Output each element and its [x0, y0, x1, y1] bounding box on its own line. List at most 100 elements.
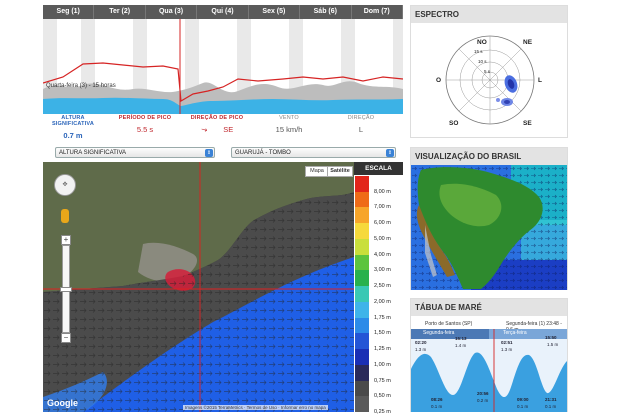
color-scale: ESCALA 8,00 m 7,00 m 6,00 m 5,00 m 4,00 m 3,0…: [354, 162, 403, 415]
scale-label: 1,25 m: [374, 346, 391, 353]
brazil-wave-map[interactable]: [411, 165, 567, 290]
scale-swatch: [355, 223, 369, 240]
scale-label: 6,00 m: [374, 220, 391, 227]
scale-label: 4,00 m: [374, 251, 391, 258]
tide-high-height: 1.3 m: [415, 347, 427, 352]
tide-high-time: 15:50: [545, 335, 557, 340]
metric-label: VENTO: [279, 115, 299, 121]
forecast-chart[interactable]: [43, 19, 403, 114]
map-type-satellite-button[interactable]: Satélite: [327, 166, 353, 177]
tide-low-height: 0.1 m: [545, 404, 557, 409]
scale-swatch: [355, 191, 369, 208]
scale-swatch: [355, 176, 369, 193]
dir-label-so: SO: [449, 120, 458, 127]
direction-arrow-icon: ↘: [198, 124, 209, 135]
street-view-pegman-icon[interactable]: [61, 209, 69, 223]
day-tab[interactable]: Ter (2): [94, 5, 146, 19]
day-tab[interactable]: Sáb (6): [300, 5, 352, 19]
tide-place: Porto de Santos (SP): [425, 321, 473, 327]
metric-value: L: [358, 125, 364, 134]
variable-select-value: ALTURA SIGNIFICATIVA: [59, 150, 127, 156]
scale-swatch: [355, 364, 369, 382]
map-canvas[interactable]: [43, 162, 354, 412]
map-type-map-button[interactable]: Mapa: [305, 166, 329, 177]
dir-label-o: O: [436, 77, 441, 84]
day-tab[interactable]: Dom (7): [352, 5, 403, 19]
day-tab[interactable]: Seg (1): [43, 5, 95, 19]
scale-label: 8,00 m: [374, 188, 391, 195]
pan-arrows-icon: ✥: [62, 182, 68, 188]
scale-swatch: [355, 270, 369, 287]
metric-wind-direction: DIREÇÃO L: [331, 115, 391, 134]
scale-swatch: [355, 238, 369, 256]
scale-label: 0,50 m: [374, 393, 391, 400]
zoom-in-button[interactable]: +: [61, 235, 71, 245]
day-tab[interactable]: Qui (4): [197, 5, 249, 19]
tide-low-height: 0.1 m: [517, 404, 529, 409]
metric-value: 15 km/h: [275, 125, 303, 134]
day-bar: Seg (1) Ter (2) Qua (3) Qui (4) Sex (5) …: [43, 5, 403, 19]
pan-control[interactable]: ✥: [54, 174, 76, 196]
location-select[interactable]: GUARUJÁ - TOMBO ⇕: [231, 147, 396, 158]
scale-swatch: [355, 301, 369, 319]
dir-label-no: NO: [477, 39, 487, 46]
scale-label: 1,75 m: [374, 314, 391, 321]
metric-label: ALTURA SIGNIFICATIVA: [51, 115, 95, 127]
tide-curve: [411, 352, 567, 412]
ring-label: 10 s: [478, 59, 487, 64]
tide-high-time: 15:13: [455, 336, 467, 341]
map-attribution[interactable]: Imagens ©2015 TerraMetrics · Termos de U…: [183, 405, 328, 410]
day-tab[interactable]: Sex (5): [249, 5, 301, 19]
day-tab[interactable]: Qua (3): [146, 5, 198, 19]
location-select-value: GUARUJÁ - TOMBO: [235, 150, 291, 156]
metric-label: DIREÇÃO DE PICO: [190, 115, 244, 121]
scale-label: 7,00 m: [374, 204, 391, 211]
scale-swatch: [355, 380, 369, 397]
tide-chart: [411, 329, 567, 412]
scale-swatch: [355, 317, 369, 334]
dir-label-l: L: [538, 77, 542, 84]
scale-swatch: [355, 254, 369, 271]
forecast-metrics: ALTURA SIGNIFICATIVA 0.7 m PERÍODO DE PI…: [43, 115, 403, 140]
variable-select[interactable]: ALTURA SIGNIFICATIVA ⇕: [55, 147, 215, 158]
tide-day-tab[interactable]: Segunda-feira: [423, 330, 455, 336]
tide-day-tab[interactable]: Terça-feira: [503, 330, 527, 336]
tide-low-time: 21:31: [545, 397, 557, 402]
ring-label: 15 s: [474, 49, 483, 54]
scale-label: 1,50 m: [374, 330, 391, 337]
hover-time-label: Quarta-feira (3) - 15 horas: [46, 83, 116, 89]
land-area: [43, 162, 354, 292]
scale-swatch: [355, 349, 369, 366]
tide-high-height: 1.3 m: [501, 347, 513, 352]
map[interactable]: Mapa Satélite ✥ + − Google Imagens ©2015…: [43, 162, 354, 412]
wave-height-area: [43, 97, 403, 114]
scale-title: ESCALA: [354, 162, 403, 175]
tide-table-panel: TÁBUA DE MARÉ Porto de Santos (SP) Segun…: [410, 298, 568, 412]
spectrum-title: ESPECTRO: [411, 6, 567, 23]
zoom-slider-thumb[interactable]: [60, 287, 72, 292]
tide-high-time: 02:51: [501, 340, 513, 345]
tide-high-height: 1.4 m: [455, 343, 467, 348]
scale-label: 2,00 m: [374, 298, 391, 305]
zoom-out-button[interactable]: −: [61, 333, 71, 343]
wave-direction-arrows: [43, 192, 354, 412]
tide-low-height: 0.2 m: [477, 398, 489, 403]
scale-swatch: [355, 396, 369, 413]
tide-high-time: 02:20: [415, 340, 427, 345]
metric-peak-direction: DIREÇÃO DE PICO ↘ SE: [187, 115, 247, 135]
metric-value: 0.7 m: [63, 131, 83, 140]
scale-swatch: [355, 207, 369, 224]
ring-label: 5 s: [484, 69, 491, 74]
select-arrow-icon: ⇕: [386, 149, 394, 157]
metric-value: 5.5 s: [136, 125, 154, 134]
scale-label: 1,00 m: [374, 361, 391, 368]
scale-label: 0,75 m: [374, 377, 391, 384]
metric-peak-period: PERÍODO DE PICO 5.5 s: [115, 115, 175, 134]
spectrum-polar-plot: NO NE L SE SO O 15 s 10 s 5 s: [436, 35, 542, 127]
scale-swatch: [355, 286, 369, 303]
forecast-panel: Seg (1) Ter (2) Qua (3) Qui (4) Sex (5) …: [43, 5, 403, 140]
brazil-view-panel[interactable]: VISUALIZAÇÃO DO BRASIL: [410, 147, 568, 290]
metric-value-text: SE: [223, 125, 234, 134]
metric-wave-height: ALTURA SIGNIFICATIVA 0.7 m: [43, 115, 103, 140]
tide-low-height: 0.1 m: [431, 404, 443, 409]
